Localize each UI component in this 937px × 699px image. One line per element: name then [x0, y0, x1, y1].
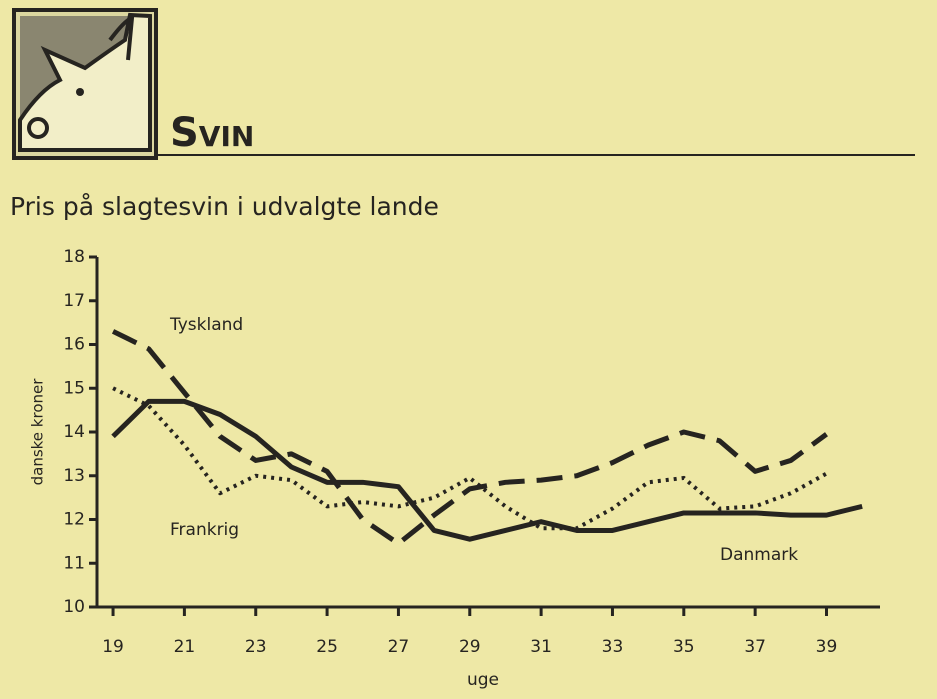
section-title: Svin [170, 110, 254, 156]
series-label: Danmark [720, 545, 798, 565]
y-tick-label: 17 [63, 291, 85, 311]
x-tick-label: 25 [316, 637, 338, 657]
y-tick-label: 11 [63, 553, 85, 573]
x-tick-label: 23 [245, 637, 267, 657]
series-label: Frankrig [170, 520, 239, 540]
x-tick-label: 21 [174, 637, 196, 657]
x-tick-label: 35 [673, 637, 695, 657]
x-tick-label: 37 [744, 637, 766, 657]
line-series [111, 329, 828, 547]
x-tick-label: 39 [816, 637, 838, 657]
y-axis-label: danske kroner [29, 378, 47, 486]
line-series [112, 386, 828, 531]
x-tick-label: 19 [102, 637, 124, 657]
x-tick-label: 31 [530, 637, 552, 657]
y-tick-label: 14 [63, 422, 85, 442]
x-tick-label: 29 [459, 637, 481, 657]
chart-title: Pris på slagtesvin i udvalgte lande [10, 192, 439, 221]
pig-icon [12, 8, 158, 160]
x-axis-label: uge [467, 670, 499, 690]
y-tick-label: 15 [63, 378, 85, 398]
y-tick-label: 18 [63, 247, 85, 267]
line-series [111, 398, 863, 542]
x-tick-label: 27 [388, 637, 410, 657]
y-tick-label: 16 [63, 335, 85, 355]
series-label: Tyskland [169, 315, 243, 335]
y-tick-label: 12 [63, 510, 85, 530]
x-tick-label: 33 [602, 637, 624, 657]
y-tick-label: 10 [63, 597, 85, 617]
y-tick-label: 13 [63, 466, 85, 486]
